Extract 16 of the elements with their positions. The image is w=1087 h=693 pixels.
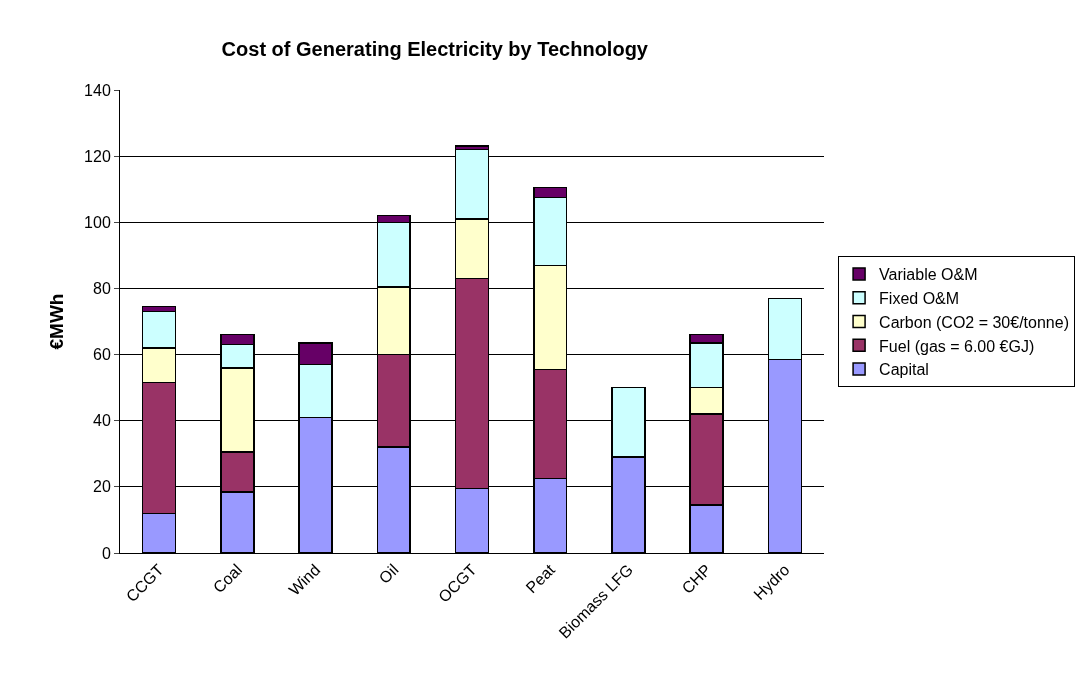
y-tick-label: 100 [84,213,111,231]
y-axis-title: €MWh [45,293,67,350]
legend-label: Carbon (CO2 = 30€/tonne) [879,313,1069,331]
y-tick-label: 140 [84,81,111,99]
x-tick-label: Oil [375,560,402,587]
legend-label: Fixed O&M [879,289,960,307]
legend-label: Capital [879,361,929,379]
y-tick-label: 20 [93,478,111,496]
y-tick-label: 80 [93,280,111,298]
legend-label: Fuel (gas = 6.00 €GJ) [879,337,1035,355]
chart-title: Cost of Generating Electricity by Technology [221,37,649,60]
y-tick-label: 40 [93,412,111,430]
y-tick-label: 120 [84,147,111,165]
y-tick-label: 60 [93,346,111,364]
y-tick-label: 0 [101,544,111,562]
legend-label: Variable O&M [879,266,978,284]
